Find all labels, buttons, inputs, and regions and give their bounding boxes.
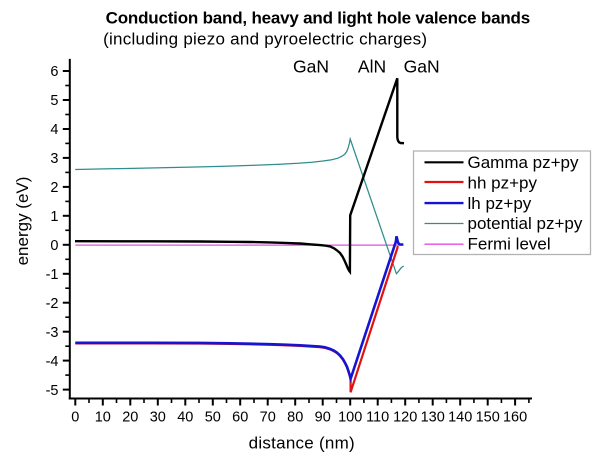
svg-text:120: 120	[393, 410, 417, 426]
svg-text:130: 130	[421, 410, 445, 426]
svg-text:70: 70	[260, 410, 276, 426]
svg-text:Conduction band, heavy and lig: Conduction band, heavy and light hole va…	[106, 9, 530, 28]
svg-text:lh pz+py: lh pz+py	[468, 194, 532, 213]
svg-text:50: 50	[205, 410, 221, 426]
svg-text:140: 140	[448, 410, 472, 426]
svg-text:150: 150	[476, 410, 500, 426]
svg-text:-3: -3	[46, 325, 59, 341]
svg-text:100: 100	[338, 410, 362, 426]
svg-text:3: 3	[50, 151, 58, 167]
svg-text:0: 0	[71, 410, 79, 426]
svg-text:energy (eV): energy (eV)	[13, 177, 32, 266]
svg-text:-5: -5	[46, 383, 59, 399]
svg-text:Gamma pz+py: Gamma pz+py	[468, 153, 580, 172]
svg-text:10: 10	[95, 410, 111, 426]
svg-text:0: 0	[50, 238, 58, 254]
svg-text:GaN: GaN	[404, 57, 440, 77]
svg-text:40: 40	[177, 410, 193, 426]
svg-text:distance (nm): distance (nm)	[249, 433, 355, 452]
svg-text:Fermi level: Fermi level	[468, 235, 551, 254]
svg-text:hh pz+py: hh pz+py	[468, 173, 538, 192]
svg-text:GaN: GaN	[293, 57, 329, 77]
svg-text:potential pz+py: potential pz+py	[468, 214, 583, 233]
svg-text:5: 5	[50, 93, 58, 109]
svg-text:1: 1	[50, 209, 58, 225]
svg-text:4: 4	[50, 122, 58, 138]
svg-text:30: 30	[150, 410, 166, 426]
svg-text:-2: -2	[46, 296, 59, 312]
svg-text:90: 90	[315, 410, 331, 426]
svg-text:60: 60	[232, 410, 248, 426]
svg-text:6: 6	[50, 64, 58, 80]
svg-text:2: 2	[50, 180, 58, 196]
svg-text:110: 110	[366, 410, 389, 426]
svg-text:160: 160	[503, 410, 527, 426]
svg-text:(including piezo and pyroelect: (including piezo and pyroelectric charge…	[103, 30, 427, 49]
svg-text:-1: -1	[46, 267, 59, 283]
svg-text:-4: -4	[46, 354, 59, 370]
svg-text:AlN: AlN	[358, 57, 386, 77]
svg-text:20: 20	[122, 410, 138, 426]
svg-text:80: 80	[287, 410, 303, 426]
